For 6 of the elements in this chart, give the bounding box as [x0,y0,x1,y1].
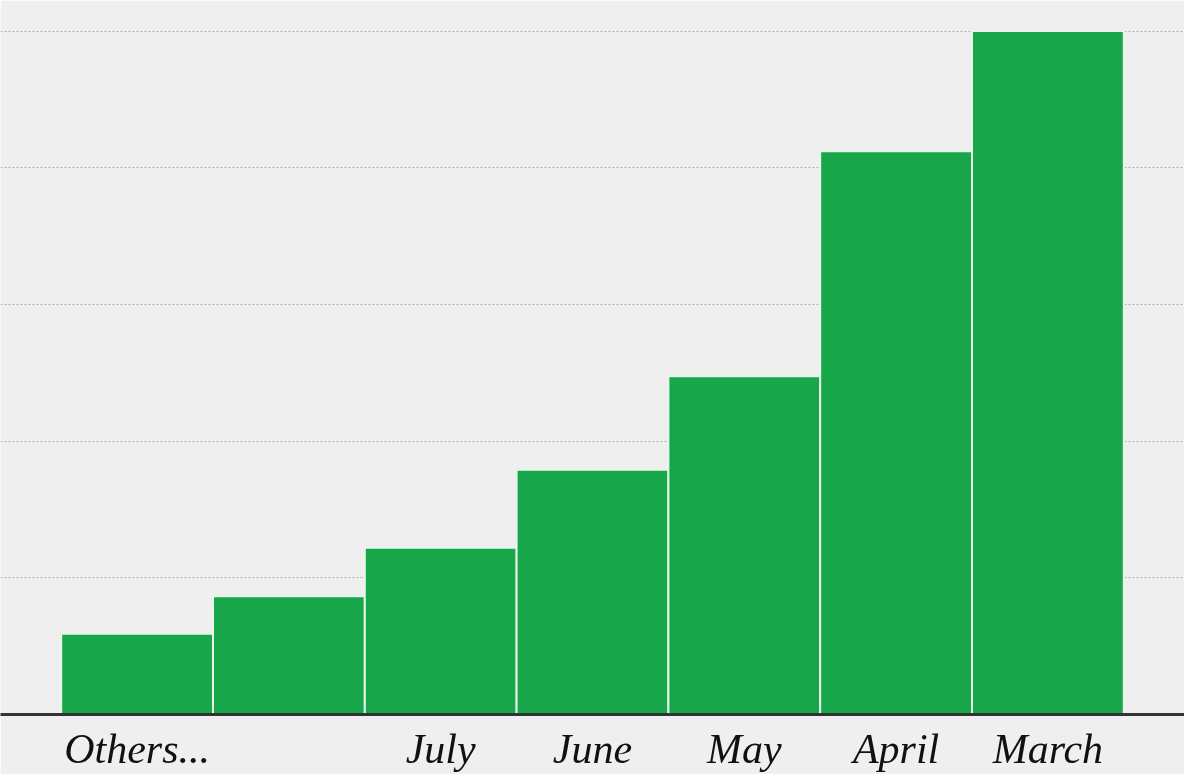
x-tick-label: April [849,725,940,772]
x-tick-label: July [405,725,477,772]
x-tick-label: Others... [64,725,211,772]
x-tick-label: June [552,725,633,772]
x-tick-label: May [705,725,782,772]
x-tick-label: March [991,725,1104,772]
